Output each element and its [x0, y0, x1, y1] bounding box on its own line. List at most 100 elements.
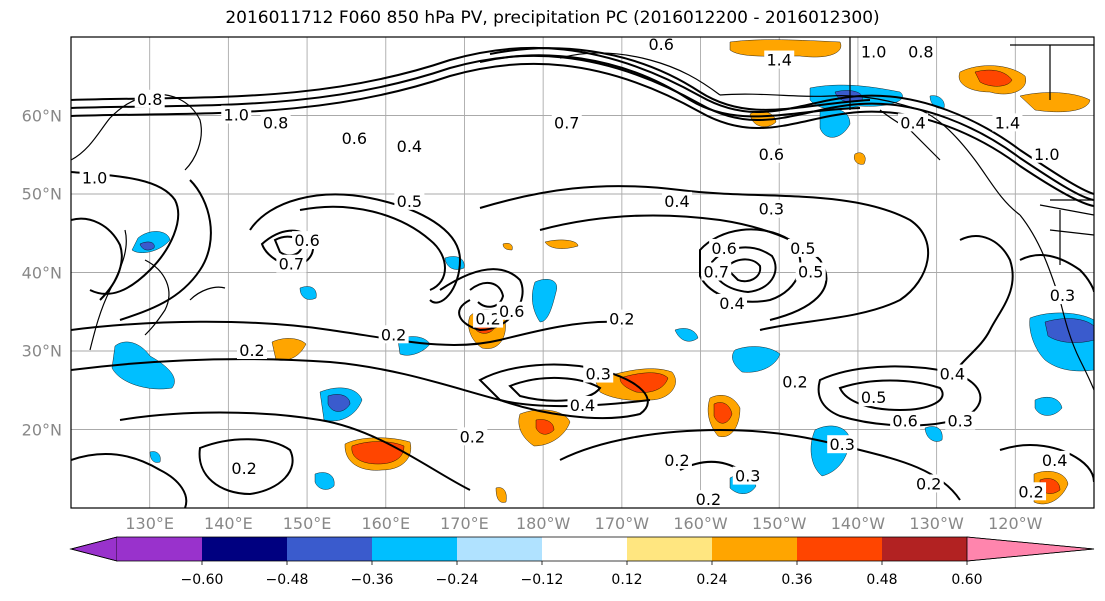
- contour-label: 0.4: [900, 113, 925, 132]
- colorbar-bin: [117, 537, 202, 561]
- contour-label: 0.7: [704, 263, 729, 282]
- contour-label: 0.6: [711, 239, 736, 258]
- colorbar-tick-label: 0.24: [696, 572, 728, 588]
- colorbar-bin: [202, 537, 287, 561]
- contour-label: 0.2: [696, 490, 721, 509]
- contour-label: 0.8: [908, 43, 933, 62]
- colorbar-bin: [627, 537, 712, 561]
- colorbar: [69, 536, 1095, 565]
- contour-label: 0.4: [1042, 451, 1067, 470]
- contour-label: 0.2: [609, 310, 634, 329]
- longitude-label: 160°W: [673, 514, 728, 533]
- contour-label-background: [898, 113, 929, 132]
- contour-label-background: [551, 113, 582, 132]
- contour-label-background: [339, 129, 370, 148]
- contour-label-background: [473, 309, 504, 328]
- contour-label: 0.5: [397, 192, 422, 211]
- contour-label: 0.3: [1050, 286, 1075, 305]
- contour-label: 0.2: [916, 474, 941, 493]
- contour-label-background: [1031, 144, 1062, 163]
- colorbar-tick-label: 0.48: [866, 572, 898, 588]
- contour-label-background: [905, 42, 936, 61]
- contour-label: 0.4: [397, 137, 422, 156]
- latitude-label: 20°N: [21, 420, 62, 439]
- contour-label: 0.6: [499, 302, 524, 321]
- contour-label-background: [221, 105, 252, 124]
- longitude-label: 170°E: [440, 514, 489, 533]
- longitude-label: 130°E: [125, 514, 175, 533]
- latitude-label: 40°N: [21, 263, 62, 282]
- contour-label-background: [567, 395, 598, 414]
- contour-label-background: [787, 238, 818, 257]
- contour-label: 1.0: [861, 43, 886, 62]
- colorbar-tick-label: 0.12: [611, 572, 643, 588]
- contour-label: 0.8: [263, 113, 288, 132]
- colorbar-extend-high: [966, 536, 1095, 562]
- contour-label-background: [229, 458, 260, 477]
- longitude-label: 130°W: [909, 514, 964, 533]
- longitude-label: 170°W: [594, 514, 650, 533]
- colorbar-extend-low: [69, 536, 118, 562]
- contour-label-background: [236, 341, 267, 359]
- contour-label: 1.0: [1034, 145, 1059, 164]
- contour-label: 1.0: [224, 106, 249, 125]
- contour-label: 0.5: [790, 239, 815, 258]
- colorbar-bin: [287, 537, 372, 561]
- contour-label-background: [457, 427, 488, 446]
- contour-label-background: [913, 474, 944, 493]
- contour-label: 0.6: [294, 231, 319, 250]
- contour-label: 0.7: [279, 255, 304, 274]
- contour-label-background: [858, 388, 889, 407]
- contour-label: 0.2: [460, 427, 485, 446]
- longitude-label: 160°E: [361, 514, 411, 533]
- contour-label-background: [992, 113, 1023, 132]
- contour-label: 0.4: [570, 396, 595, 415]
- contour-label-background: [394, 191, 425, 210]
- contour-label-background: [890, 411, 921, 430]
- contour-label-background: [276, 254, 307, 273]
- contour-label-background: [661, 191, 692, 210]
- contour-label-background: [583, 364, 614, 383]
- colorbar-tick-label: −0.60: [180, 572, 224, 588]
- contour-label: 0.4: [664, 192, 689, 211]
- contour-label-background: [1039, 450, 1070, 469]
- colorbar-bin: [457, 537, 542, 561]
- colorbar-tick-label: 0.36: [781, 572, 813, 588]
- longitude-label: 120°W: [988, 514, 1043, 533]
- contour-label-background: [292, 231, 323, 250]
- longitude-label: 140°E: [204, 514, 253, 533]
- contour-label: 0.4: [719, 294, 744, 313]
- contour-label: 0.2: [664, 451, 689, 470]
- contour-label: 0.2: [1018, 482, 1043, 501]
- pv-contours: [71, 46, 1094, 508]
- colorbar-bin: [882, 537, 967, 561]
- longitude-label: 150°E: [282, 514, 332, 533]
- latitude-label: 30°N: [21, 341, 62, 361]
- contour-label: 0.6: [759, 145, 784, 164]
- map-frame: [70, 36, 1095, 509]
- contour-label-background: [79, 168, 110, 187]
- colorbar-bin: [542, 537, 627, 561]
- longitude-label: 180°W: [515, 514, 571, 533]
- contour-label: 0.6: [892, 412, 917, 431]
- contour-label: 0.2: [231, 459, 256, 478]
- contour-label-background: [709, 238, 740, 257]
- colorbar-tick-label: −0.24: [435, 572, 479, 588]
- contour-label: 0.2: [381, 325, 406, 344]
- contour-label: 1.0: [82, 168, 107, 187]
- contour-label: 0.4: [940, 365, 965, 384]
- contour-label: 0.3: [735, 467, 760, 486]
- contour-label-background: [701, 262, 732, 281]
- contour-label: 0.5: [798, 263, 823, 282]
- contour-label-background: [937, 364, 968, 383]
- longitude-label: 140°W: [830, 514, 886, 533]
- contour-label: 0.3: [947, 412, 972, 431]
- contour-label: 0.8: [137, 90, 162, 109]
- contour-label: 0.7: [554, 113, 579, 132]
- colorbar-tick-label: 0.60: [951, 572, 983, 588]
- contour-label-background: [717, 293, 748, 312]
- contour-label-background: [756, 199, 787, 218]
- contour-label: 1.4: [767, 51, 792, 70]
- contour-label-background: [756, 144, 787, 163]
